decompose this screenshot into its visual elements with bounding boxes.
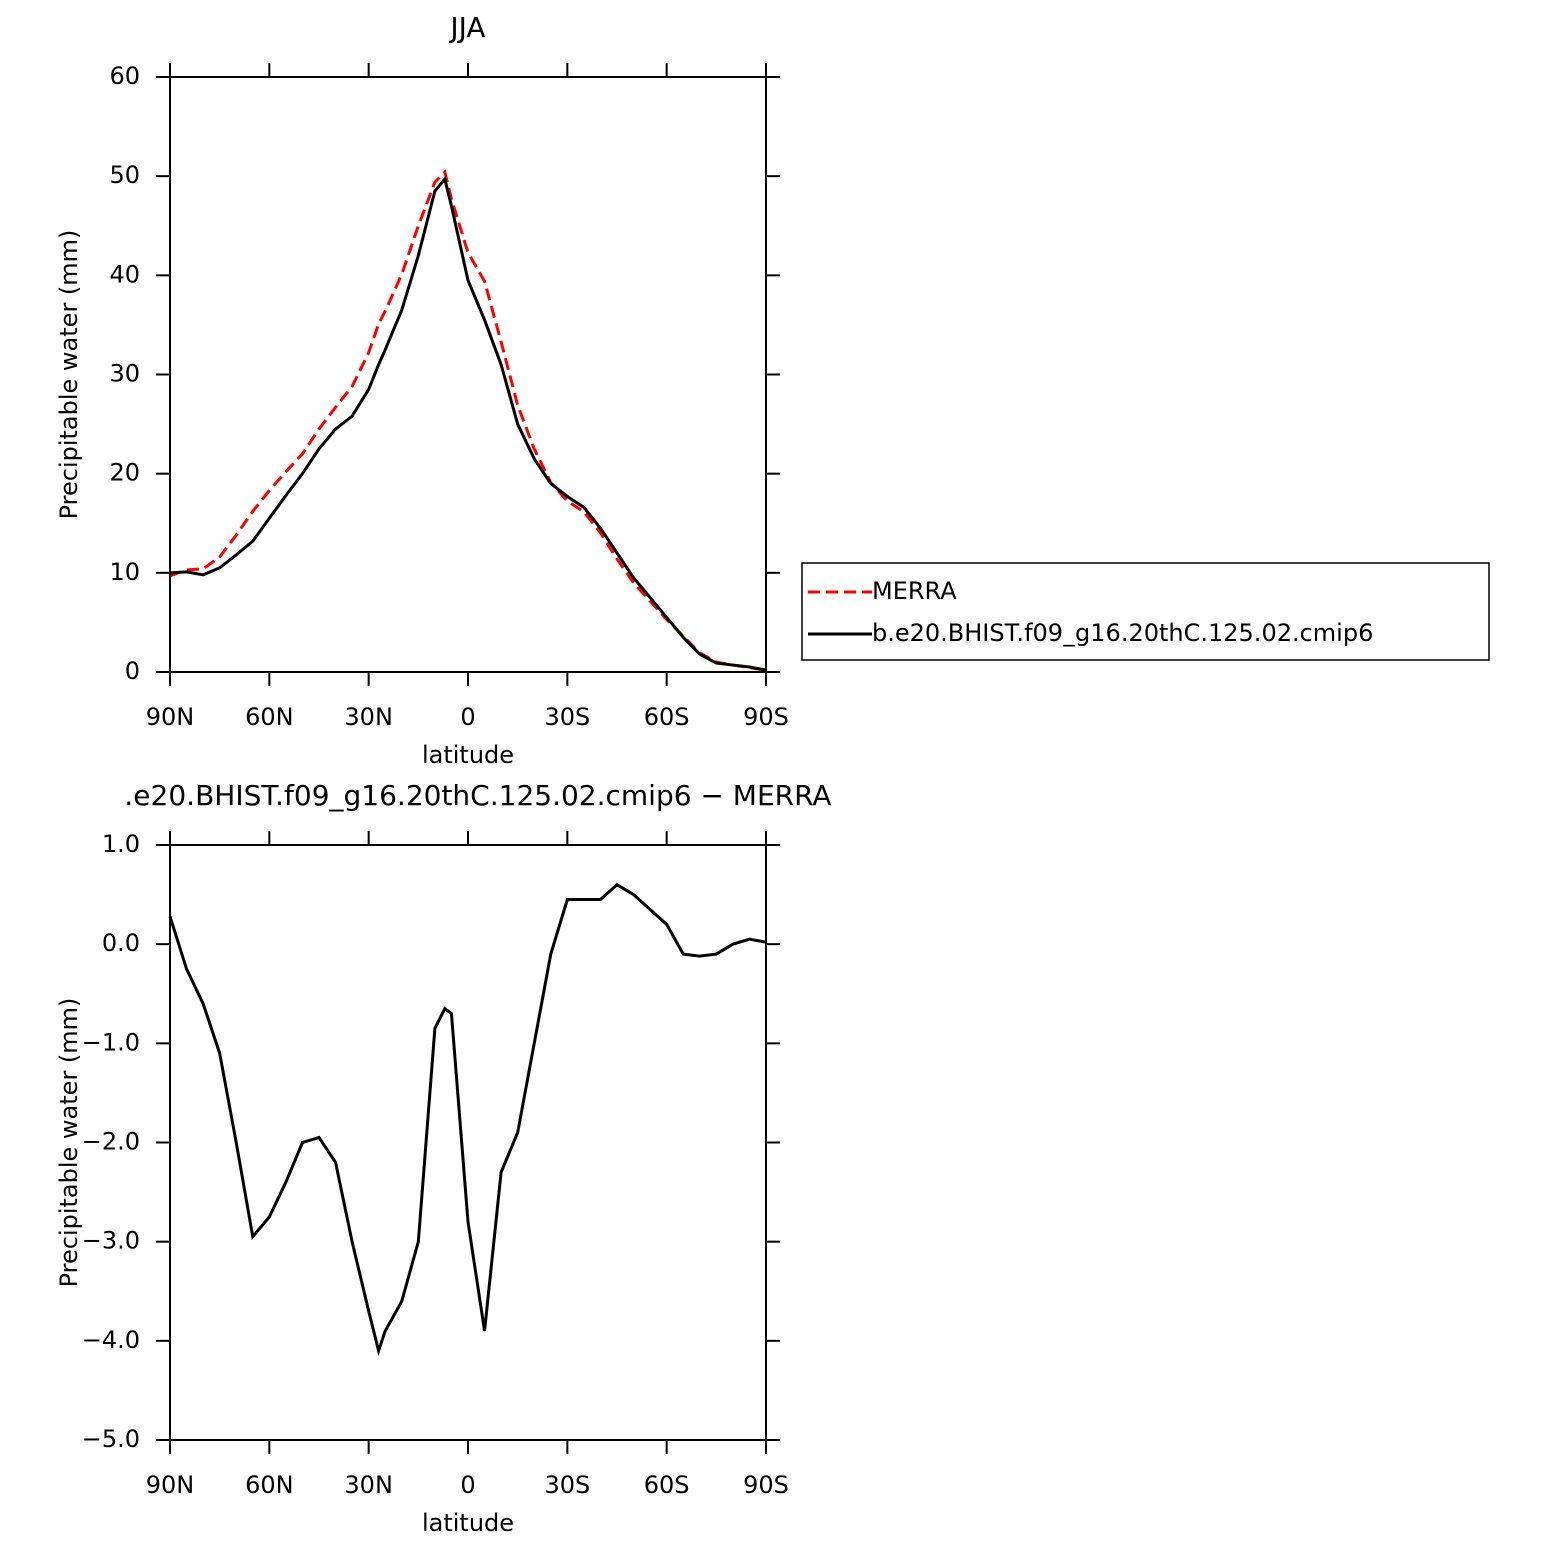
y-tick-label: 1.0: [102, 830, 140, 858]
y-tick-label: −5.0: [82, 1425, 140, 1453]
legend-label: b.e20.BHIST.f09_g16.20thC.125.02.cmip6: [872, 619, 1373, 647]
series-line: [168, 882, 767, 1357]
x-tick-label: 30S: [544, 703, 590, 731]
x-tick-label: 90S: [743, 703, 789, 731]
y-tick-label: 40: [109, 260, 140, 288]
chart-title: .e20.BHIST.f09_g16.20thC.125.02.cmip6 − …: [124, 779, 831, 812]
y-tick-label: 20: [109, 459, 140, 487]
y-tick-label: −4.0: [82, 1326, 140, 1354]
x-axis-label: latitude: [422, 741, 514, 769]
x-tick-label: 60S: [644, 703, 690, 731]
x-tick-label: 90S: [743, 1471, 789, 1499]
y-tick-label: −3.0: [82, 1227, 140, 1255]
legend-box: [801, 562, 1490, 661]
plot-frame: [169, 844, 767, 1441]
y-tick-label: 30: [109, 360, 140, 388]
x-tick-label: 60N: [245, 1471, 294, 1499]
x-tick-label: 90N: [146, 703, 195, 731]
x-axis-label: latitude: [422, 1509, 514, 1537]
x-tick-label: 30N: [344, 1471, 393, 1499]
x-tick-label: 90N: [146, 1471, 195, 1499]
legend-label: MERRA: [872, 577, 957, 605]
series-line: [169, 169, 767, 672]
x-tick-label: 0: [460, 1471, 475, 1499]
chart-title: JJA: [448, 11, 485, 44]
y-axis-label: Precipitable water (mm): [55, 230, 83, 520]
y-axis-label: Precipitable water (mm): [55, 998, 83, 1288]
y-tick-label: 50: [109, 161, 140, 189]
plot-frame: [169, 76, 767, 673]
x-tick-label: 60S: [644, 1471, 690, 1499]
x-tick-label: 60N: [245, 703, 294, 731]
y-tick-label: −1.0: [82, 1028, 140, 1056]
y-tick-label: 10: [109, 558, 140, 586]
series-line: [169, 175, 767, 672]
x-tick-label: 30S: [544, 1471, 590, 1499]
x-tick-label: 0: [460, 703, 475, 731]
y-tick-label: 0.0: [102, 929, 140, 957]
y-tick-label: −2.0: [82, 1128, 140, 1156]
x-tick-label: 30N: [344, 703, 393, 731]
y-tick-label: 60: [109, 62, 140, 90]
y-tick-label: 0: [125, 657, 140, 685]
